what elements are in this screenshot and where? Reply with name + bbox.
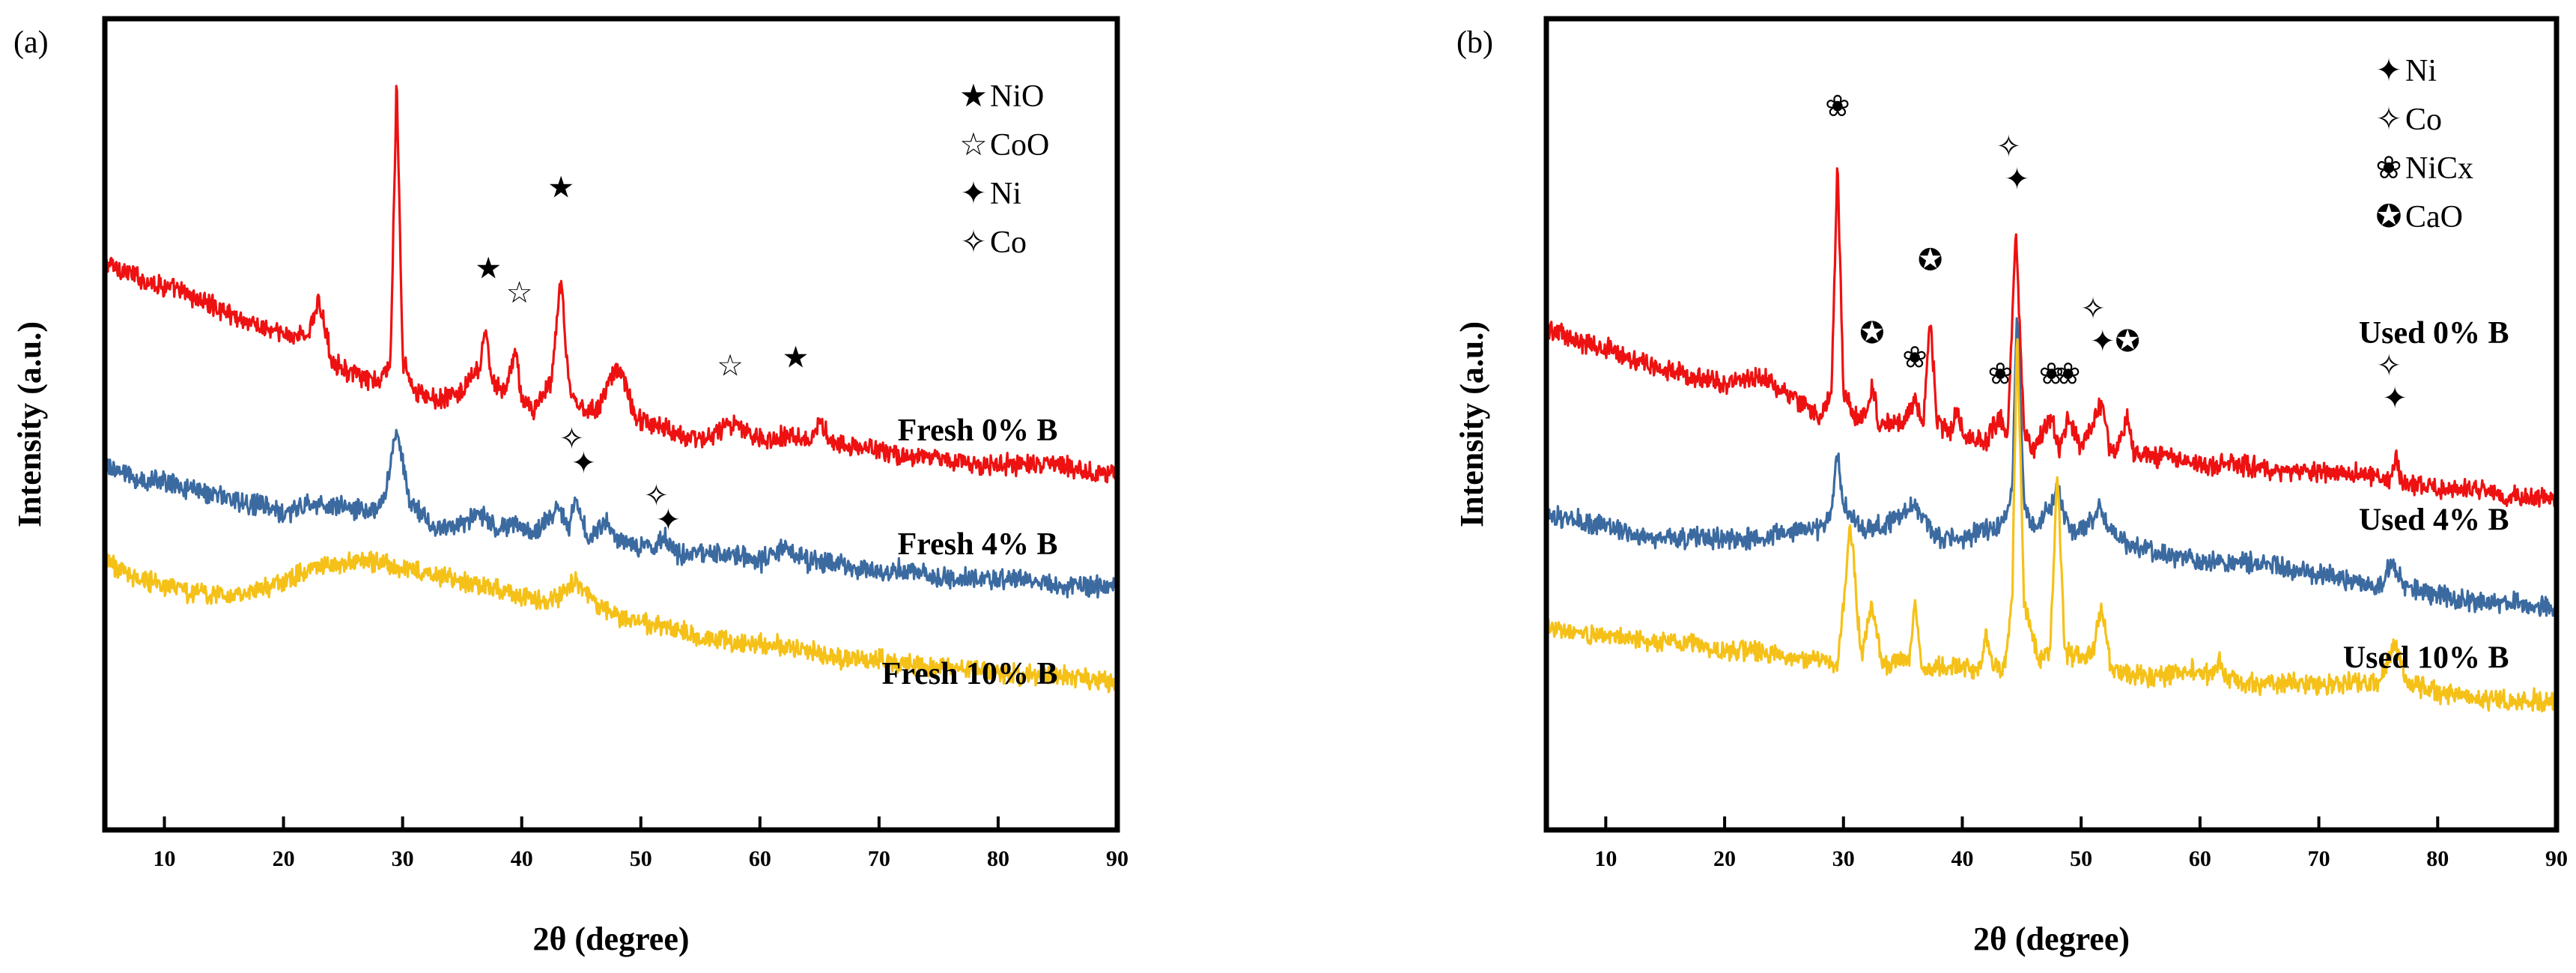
series-line-fresh-4-b <box>103 428 1119 599</box>
x-tick-label: 20 <box>1713 846 1736 871</box>
legend: ✦ Ni✧ Co❀ NiCx✪ CaO <box>2375 54 2473 234</box>
peak-marker: ❀ <box>1902 341 1928 375</box>
peak-marker: ✦ <box>2005 162 2030 195</box>
peak-marker: ★ <box>475 252 502 285</box>
legend-label: CoO <box>990 128 1049 163</box>
x-tick-label: 90 <box>2545 846 2568 871</box>
x-tick-label: 70 <box>868 846 890 871</box>
plot-frame <box>102 16 1120 833</box>
legend-item-ni: ✦ Ni <box>960 177 1021 211</box>
legend-item-cao: ✪ CaO <box>2375 200 2463 234</box>
series-line-used-0-b <box>1545 167 2558 508</box>
x-tick-label: 10 <box>154 846 176 871</box>
peak-marker: ✦ <box>571 446 597 479</box>
plot-frame <box>1543 16 2560 833</box>
legend-item-nicx: ❀ NiCx <box>2375 151 2473 186</box>
x-tick-label: 30 <box>392 846 414 871</box>
panel-label: (b) <box>1456 25 1493 60</box>
peak-marker: ✧ <box>1996 130 2022 163</box>
peak-marker: ❀ <box>1987 357 2013 390</box>
x-tick-label: 50 <box>630 846 652 871</box>
x-tick-label: 80 <box>2426 846 2449 871</box>
series-line-used-4-b <box>1545 317 2558 617</box>
peak-marker: ✦ <box>2382 381 2408 415</box>
peak-marker: ✪ <box>1918 243 1943 277</box>
x-tick-label: 40 <box>1951 846 1973 871</box>
legend-item-coo: ☆ CoO <box>959 128 1049 163</box>
legend-label: Co <box>990 225 1027 260</box>
series-label: Fresh 0% B <box>898 413 1058 448</box>
series-label: Used 4% B <box>2359 503 2509 537</box>
legend-item-co: ✧ Co <box>2375 103 2442 137</box>
peak-marker: ❀ <box>1825 89 1850 123</box>
x-axis-label: 2θ (degree) <box>532 921 689 957</box>
legend-symbol: ✧ <box>960 225 986 260</box>
series-line-used-10-b <box>1545 338 2558 713</box>
legend: ★ NiO☆ CoO✦ Ni✧ Co <box>959 79 1049 260</box>
legend-item-nio: ★ NiO <box>959 79 1044 114</box>
series-label: Used 0% B <box>2359 316 2509 351</box>
x-tick-label: 20 <box>273 846 295 871</box>
legend-symbol: ✧ <box>2375 103 2402 137</box>
legend-symbol: ✪ <box>2375 200 2402 234</box>
x-tick-label: 60 <box>2189 846 2211 871</box>
legend-label: NiCx <box>2405 151 2473 186</box>
peak-marker: ✪ <box>1859 316 1885 350</box>
peak-marker: ★ <box>783 341 809 375</box>
x-tick-label: 50 <box>2070 846 2092 871</box>
peak-marker: ☆ <box>506 276 533 309</box>
legend-symbol: ☆ <box>959 128 988 163</box>
peak-marker: ★ <box>547 170 574 204</box>
x-axis-label: 2θ (degree) <box>1973 921 2130 957</box>
peak-marker: ✧ <box>2080 292 2106 326</box>
x-tick-label: 70 <box>2308 846 2330 871</box>
legend-item-co: ✧ Co <box>960 225 1027 260</box>
legend-label: CaO <box>2405 200 2463 234</box>
peak-marker: ☆ <box>717 349 744 383</box>
series-label: Fresh 10% B <box>882 657 1058 691</box>
legend-label: Ni <box>990 177 1021 211</box>
y-axis-label: Intensity (a.u.) <box>1453 321 1490 527</box>
peak-marker: ✧ <box>2376 349 2402 383</box>
x-tick-label: 10 <box>1594 846 1617 871</box>
peak-marker: ❀ <box>2039 357 2065 390</box>
legend-symbol: ✦ <box>960 177 986 211</box>
x-tick-label: 80 <box>987 846 1009 871</box>
peak-marker: ✦ <box>656 503 681 536</box>
legend-item-ni: ✦ Ni <box>2375 54 2437 88</box>
series-line-fresh-0-b <box>103 85 1119 484</box>
peak-marker: ✧ <box>644 479 669 512</box>
legend-label: Ni <box>2405 54 2437 88</box>
legend-symbol: ❀ <box>2375 151 2402 186</box>
legend-symbol: ✦ <box>2375 54 2402 88</box>
x-tick-label: 40 <box>511 846 533 871</box>
peak-marker: ✧ <box>559 422 585 455</box>
y-axis-label: Intensity (a.u.) <box>11 321 48 527</box>
x-tick-label: 30 <box>1832 846 1855 871</box>
series-label: Fresh 4% B <box>898 527 1058 562</box>
legend-label: NiO <box>990 79 1044 114</box>
x-tick-label: 90 <box>1106 846 1128 871</box>
x-tick-label: 60 <box>749 846 771 871</box>
peak-marker: ❀ <box>2056 357 2081 390</box>
peak-marker: ✪ <box>2115 324 2140 358</box>
legend-symbol: ★ <box>959 79 988 114</box>
series-label: Used 10% B <box>2343 640 2509 675</box>
legend-label: Co <box>2405 103 2442 137</box>
panel-label: (a) <box>13 25 49 60</box>
peak-marker: ✦ <box>2090 324 2115 358</box>
series-line-fresh-10-b <box>103 551 1119 694</box>
